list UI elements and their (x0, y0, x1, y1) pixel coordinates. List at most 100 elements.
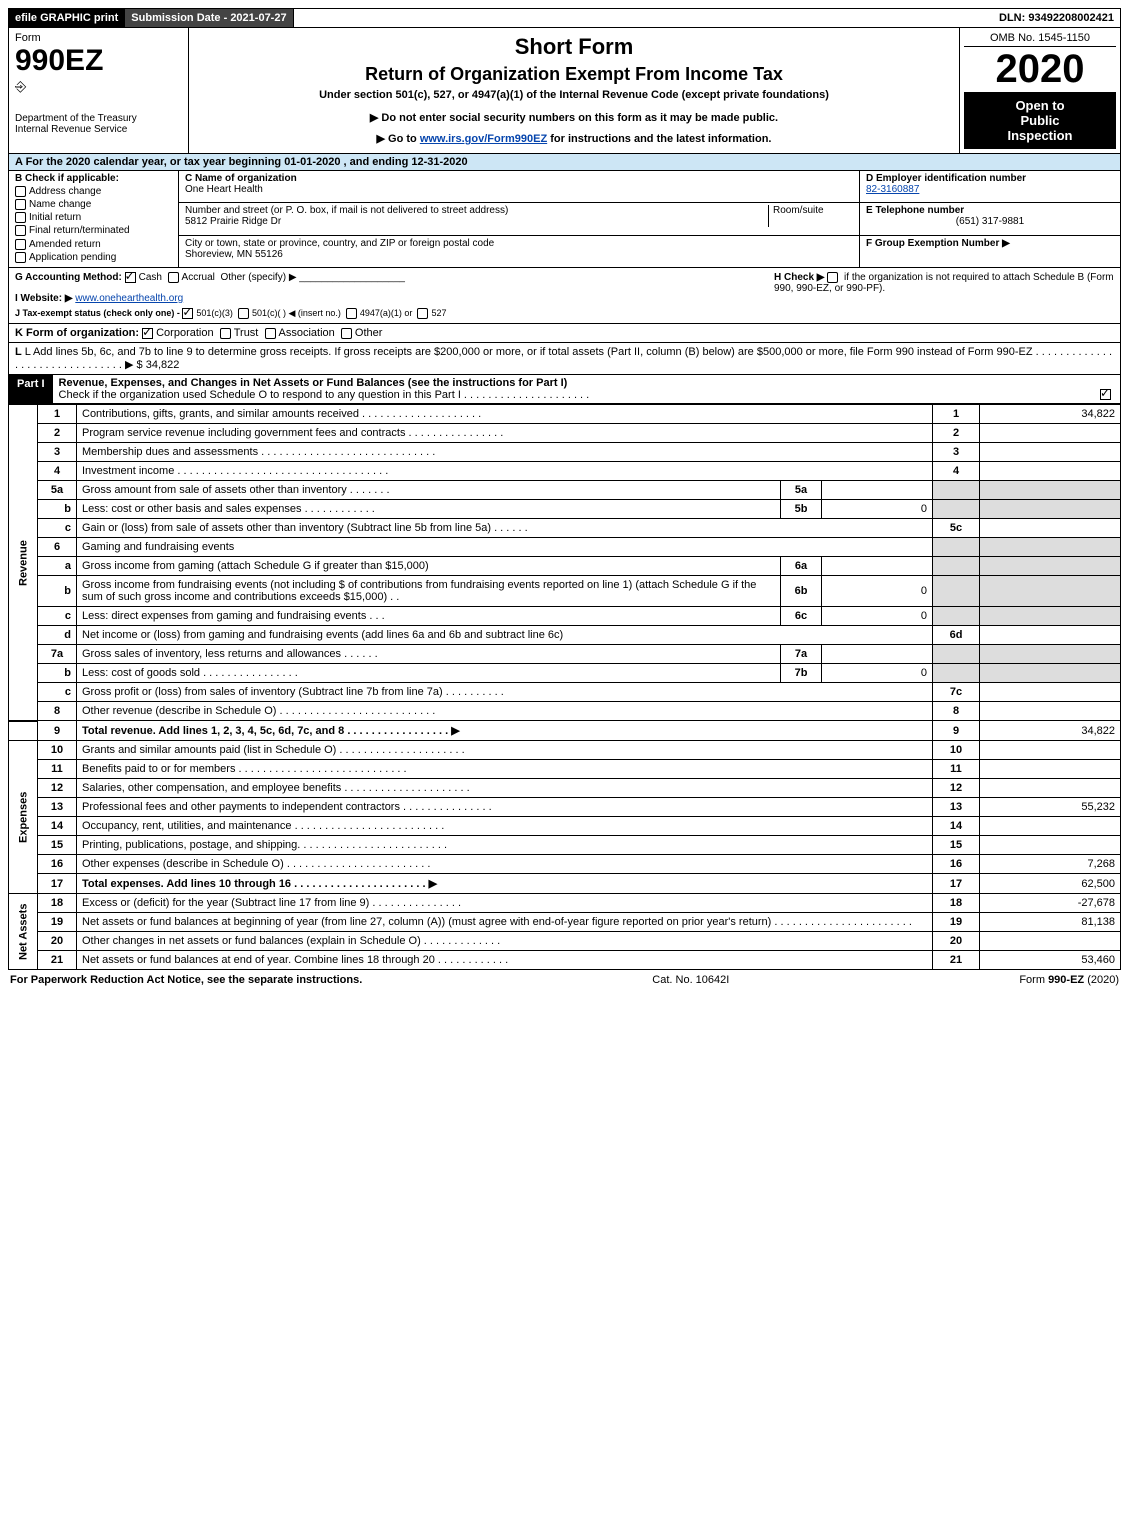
c-label: C Name of organization (185, 173, 297, 184)
line-5a-val (980, 481, 1121, 500)
info-grid: B Check if applicable: Address change Na… (8, 171, 1121, 268)
line-12-no: 12 (38, 779, 77, 798)
g-accrual-check[interactable] (168, 272, 179, 283)
line-3-val (980, 443, 1121, 462)
line-14-no: 14 (38, 817, 77, 836)
line-5a-desc: Gross amount from sale of assets other t… (77, 481, 781, 500)
line-20-val (980, 932, 1121, 951)
line-6-val (980, 538, 1121, 557)
line-13-desc: Professional fees and other payments to … (77, 798, 933, 817)
line-7a-num (933, 645, 980, 664)
line-19-desc: Net assets or fund balances at beginning… (77, 913, 933, 932)
line-11-no: 11 (38, 760, 77, 779)
line-7a-no: 7a (38, 645, 77, 664)
line-21-val: 53,460 (980, 951, 1121, 970)
line-6c-desc: Less: direct expenses from gaming and fu… (77, 607, 781, 626)
line-16-num: 16 (933, 855, 980, 874)
line-7c-no: c (38, 683, 77, 702)
goto-link[interactable]: www.irs.gov/Form990EZ (420, 133, 547, 145)
line-13-no: 13 (38, 798, 77, 817)
line-7b-num (933, 664, 980, 683)
goto-prefix: ▶ Go to (377, 133, 420, 145)
chk-name[interactable]: Name change (29, 199, 91, 210)
open-public-box: Open to Public Inspection (964, 92, 1116, 149)
return-title: Return of Organization Exempt From Incom… (195, 64, 953, 85)
line-13-val: 55,232 (980, 798, 1121, 817)
line-10-desc: Grants and similar amounts paid (list in… (77, 741, 933, 760)
submission-date: Submission Date - 2021-07-27 (125, 9, 293, 27)
addr-label: Number and street (or P. O. box, if mail… (185, 205, 508, 216)
line-19-val: 81,138 (980, 913, 1121, 932)
k-other-check[interactable] (341, 328, 352, 339)
line-4-val (980, 462, 1121, 481)
line-5b-boxval: 0 (822, 500, 933, 519)
part1-header: Part I Revenue, Expenses, and Changes in… (8, 375, 1121, 404)
line-6b-box: 6b (781, 576, 822, 607)
j-4947-check[interactable] (346, 308, 357, 319)
line-1-val: 34,822 (980, 405, 1121, 424)
row-k: K Form of organization: Corporation Trus… (8, 324, 1121, 343)
footer-right: Form 990-EZ (2020) (1019, 974, 1119, 986)
line-17-num: 17 (933, 874, 980, 894)
topbar: efile GRAPHIC print Submission Date - 20… (8, 8, 1121, 28)
j-527-check[interactable] (417, 308, 428, 319)
k-corp-check[interactable] (142, 328, 153, 339)
j-501c3-check[interactable] (182, 308, 193, 319)
line-3-no: 3 (38, 443, 77, 462)
line-6-desc: Gaming and fundraising events (77, 538, 933, 557)
subtitle: Under section 501(c), 527, or 4947(a)(1)… (195, 89, 953, 101)
line-2-no: 2 (38, 424, 77, 443)
line-8-val (980, 702, 1121, 721)
row-l: L L Add lines 5b, 6c, and 7b to line 9 t… (8, 343, 1121, 375)
part1-schedule-o-check[interactable] (1100, 389, 1111, 400)
line-5b-num (933, 500, 980, 519)
chk-final[interactable]: Final return/terminated (29, 226, 130, 237)
line-13-num: 13 (933, 798, 980, 817)
line-6a-box: 6a (781, 557, 822, 576)
section-a: A For the 2020 calendar year, or tax yea… (8, 154, 1121, 171)
ein[interactable]: 82-3160887 (866, 184, 919, 195)
line-18-num: 18 (933, 894, 980, 913)
line-6a-boxval (822, 557, 933, 576)
line-6d-no: d (38, 626, 77, 645)
h-check[interactable] (827, 272, 838, 283)
chk-amended[interactable]: Amended return (29, 239, 101, 250)
d-label: D Employer identification number (866, 173, 1026, 184)
line-9-num: 9 (933, 721, 980, 741)
website-link[interactable]: www.onehearthealth.org (75, 293, 183, 304)
dln: DLN: 93492208002421 (993, 9, 1120, 27)
room-suite: Room/suite (768, 205, 853, 227)
chk-address[interactable]: Address change (29, 186, 101, 197)
line-6b-no: b (38, 576, 77, 607)
line-7a-box: 7a (781, 645, 822, 664)
line-7c-desc: Gross profit or (loss) from sales of inv… (77, 683, 933, 702)
line-1-no: 1 (38, 405, 77, 424)
efile-print[interactable]: efile GRAPHIC print (9, 9, 125, 27)
line-18-val: -27,678 (980, 894, 1121, 913)
line-17-desc: Total expenses. Add lines 10 through 16 … (82, 878, 437, 890)
line-10-no: 10 (38, 741, 77, 760)
line-6c-boxval: 0 (822, 607, 933, 626)
row-ghij: G Accounting Method: Cash Accrual Other … (8, 268, 1121, 324)
chk-initial[interactable]: Initial return (29, 212, 81, 223)
k-assoc-check[interactable] (265, 328, 276, 339)
line-6b-boxval: 0 (822, 576, 933, 607)
line-21-no: 21 (38, 951, 77, 970)
line-21-desc: Net assets or fund balances at end of ye… (77, 951, 933, 970)
line-11-num: 11 (933, 760, 980, 779)
k-trust-check[interactable] (220, 328, 231, 339)
j-501c-check[interactable] (238, 308, 249, 319)
chk-pending[interactable]: Application pending (29, 252, 116, 263)
line-6-num (933, 538, 980, 557)
line-17-no: 17 (38, 874, 77, 894)
line-5a-no: 5a (38, 481, 77, 500)
form-number: 990EZ (15, 44, 182, 78)
k-trust: Trust (234, 327, 259, 339)
line-5a-num (933, 481, 980, 500)
g-cash-check[interactable] (125, 272, 136, 283)
line-5b-no: b (38, 500, 77, 519)
line-4-desc: Investment income . . . . . . . . . . . … (77, 462, 933, 481)
line-6c-no: c (38, 607, 77, 626)
line-8-num: 8 (933, 702, 980, 721)
line-19-no: 19 (38, 913, 77, 932)
